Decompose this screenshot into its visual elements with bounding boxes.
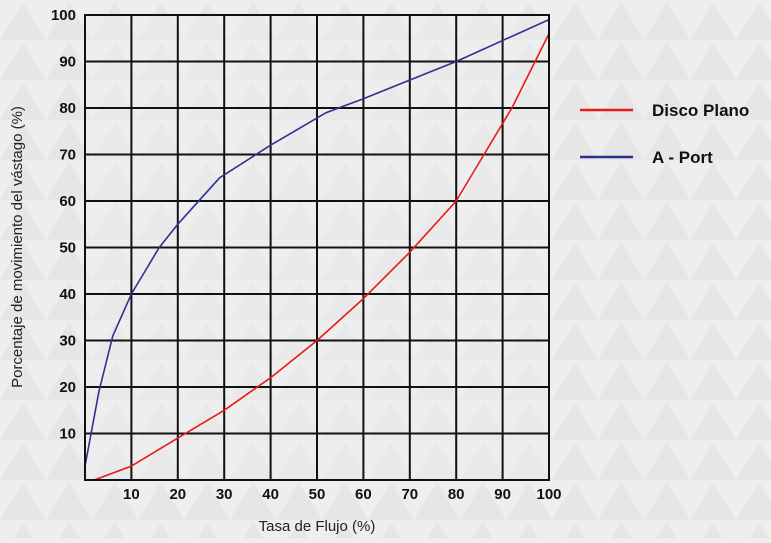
x-tick-labels: 10 20 30 40 50 60 70 80 90 100 xyxy=(123,486,561,503)
x-tick-label: 60 xyxy=(355,486,372,503)
x-axis-title: Tasa de Flujo (%) xyxy=(259,518,376,535)
y-tick-label: 100 xyxy=(51,7,76,24)
series-line-a-port xyxy=(84,18,550,467)
y-tick-label: 40 xyxy=(59,286,76,303)
series-line-disco-plano xyxy=(94,33,550,481)
x-tick-label: 100 xyxy=(536,486,561,503)
y-tick-label: 10 xyxy=(59,426,76,443)
x-tick-label: 40 xyxy=(262,486,279,503)
y-tick-label: 50 xyxy=(59,240,76,257)
y-tick-labels: 10 20 30 40 50 60 70 80 90 100 xyxy=(51,7,76,443)
y-tick-label: 90 xyxy=(59,54,76,71)
y-tick-label: 70 xyxy=(59,147,76,164)
y-tick-label: 20 xyxy=(59,379,76,396)
series-layer xyxy=(84,18,550,481)
legend-label: Disco Plano xyxy=(652,101,749,120)
plot-frame xyxy=(84,14,550,481)
x-tick-label: 90 xyxy=(494,486,511,503)
y-axis-title: Porcentaje de movimiento del vástago (%) xyxy=(9,106,26,388)
legend-label: A - Port xyxy=(652,148,713,167)
grid xyxy=(85,14,550,480)
x-tick-label: 30 xyxy=(216,486,233,503)
legend: Disco Plano A - Port xyxy=(580,101,749,167)
x-tick-label: 10 xyxy=(123,486,140,503)
x-tick-label: 70 xyxy=(401,486,418,503)
y-tick-label: 80 xyxy=(59,100,76,117)
x-tick-label: 20 xyxy=(169,486,186,503)
x-tick-label: 80 xyxy=(448,486,465,503)
y-tick-label: 60 xyxy=(59,193,76,210)
x-tick-label: 50 xyxy=(309,486,326,503)
y-tick-label: 30 xyxy=(59,333,76,350)
